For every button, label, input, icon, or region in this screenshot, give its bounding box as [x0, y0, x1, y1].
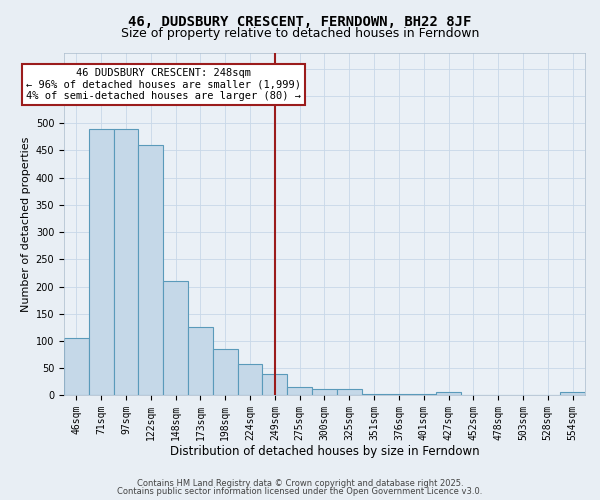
Text: 46, DUDSBURY CRESCENT, FERNDOWN, BH22 8JF: 46, DUDSBURY CRESCENT, FERNDOWN, BH22 8J… [128, 15, 472, 29]
Bar [337, 389, 362, 396]
Bar [287, 387, 312, 396]
Bar [312, 389, 337, 396]
Bar [386, 394, 412, 396]
Bar [139, 145, 163, 396]
Bar [113, 128, 139, 396]
Bar [362, 394, 386, 396]
Text: Contains HM Land Registry data © Crown copyright and database right 2025.: Contains HM Land Registry data © Crown c… [137, 478, 463, 488]
Bar [262, 374, 287, 396]
Bar [64, 338, 89, 396]
Bar [89, 128, 113, 396]
Bar [412, 394, 436, 396]
Bar [188, 328, 213, 396]
X-axis label: Distribution of detached houses by size in Ferndown: Distribution of detached houses by size … [170, 444, 479, 458]
Text: Contains public sector information licensed under the Open Government Licence v3: Contains public sector information licen… [118, 487, 482, 496]
Text: Size of property relative to detached houses in Ferndown: Size of property relative to detached ho… [121, 28, 479, 40]
Text: 46 DUDSBURY CRESCENT: 248sqm
← 96% of detached houses are smaller (1,999)
4% of : 46 DUDSBURY CRESCENT: 248sqm ← 96% of de… [26, 68, 301, 101]
Bar [560, 392, 585, 396]
Bar [238, 364, 262, 396]
Y-axis label: Number of detached properties: Number of detached properties [22, 136, 31, 312]
Bar [436, 392, 461, 396]
Bar [213, 349, 238, 396]
Bar [163, 281, 188, 396]
